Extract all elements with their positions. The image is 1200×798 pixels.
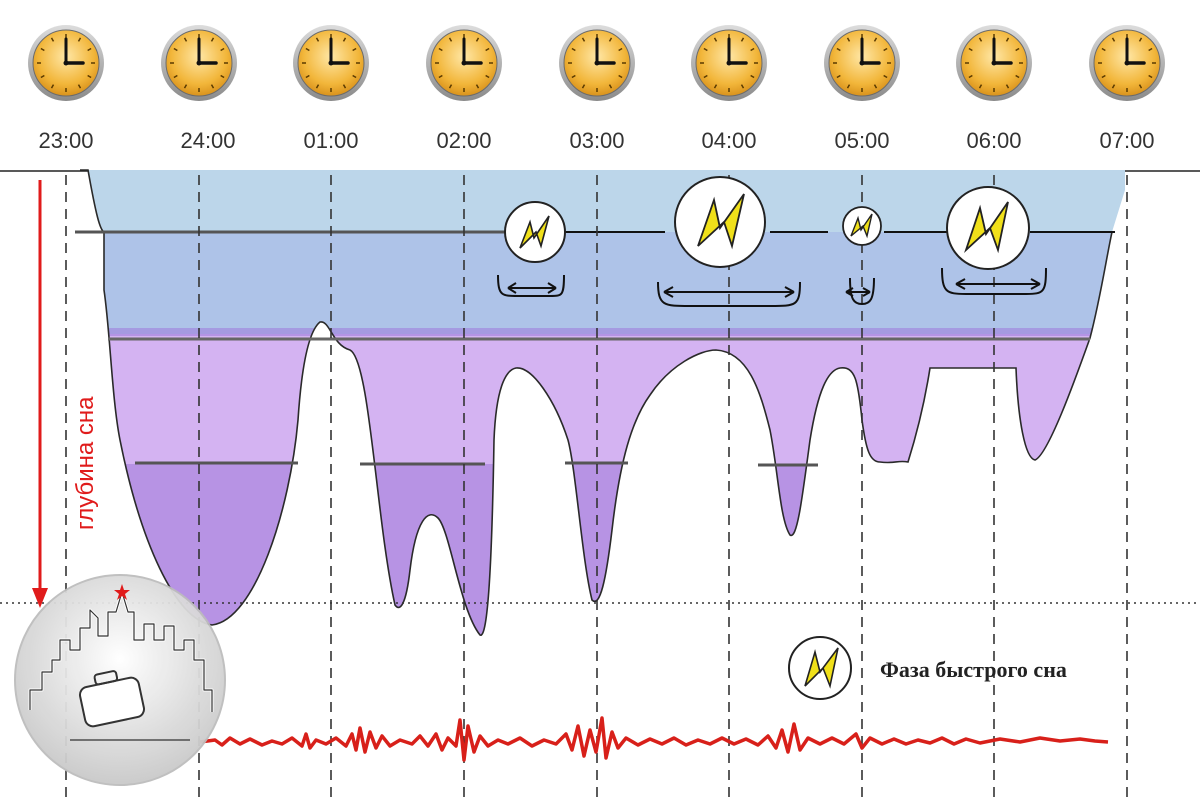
band-edge bbox=[80, 328, 1125, 336]
clock-icon bbox=[293, 25, 369, 101]
lightning-icon bbox=[804, 647, 839, 689]
site-logo bbox=[14, 574, 226, 786]
legend-label: Фаза быстрого сна bbox=[880, 657, 1067, 682]
clock-icon bbox=[559, 25, 635, 101]
brain-activity-line bbox=[199, 716, 1109, 762]
rem-marker-4 bbox=[946, 186, 1030, 270]
hour-gridlines bbox=[65, 175, 1128, 798]
clock-icon bbox=[956, 25, 1032, 101]
clock-icon bbox=[1089, 25, 1165, 101]
lightning-icon bbox=[850, 213, 873, 239]
legend-marker bbox=[788, 636, 852, 700]
sleep-depth-label: глубина сна bbox=[72, 396, 99, 530]
time-label: 02:00 bbox=[436, 128, 491, 153]
time-label: 04:00 bbox=[701, 128, 756, 153]
legend: Фаза быстрого сна bbox=[788, 636, 1067, 700]
rem-phase-markers bbox=[504, 176, 1030, 270]
lightning-icon bbox=[519, 215, 550, 249]
time-label: 23:00 bbox=[38, 128, 93, 153]
sleep-depth-arrow bbox=[32, 180, 48, 608]
lightning-icon bbox=[697, 193, 745, 250]
rem-marker-1 bbox=[504, 201, 566, 263]
time-label: 01:00 bbox=[303, 128, 358, 153]
clock-row bbox=[28, 25, 1165, 101]
rem-marker-2 bbox=[674, 176, 766, 268]
lightning-icon bbox=[964, 201, 1009, 254]
clock-icon bbox=[824, 25, 900, 101]
rem-duration-brackets bbox=[497, 267, 1047, 307]
clock-icon bbox=[161, 25, 237, 101]
time-axis: 23:00 24:00 01:00 02:00 03:00 04:00 05:0… bbox=[38, 128, 1154, 153]
deep-sleep-band bbox=[80, 334, 1125, 464]
time-label: 06:00 bbox=[966, 128, 1021, 153]
clock-icon bbox=[691, 25, 767, 101]
time-label: 05:00 bbox=[834, 128, 889, 153]
time-label: 24:00 bbox=[180, 128, 235, 153]
time-label: 07:00 bbox=[1099, 128, 1154, 153]
deepest-sleep-band bbox=[80, 464, 1125, 636]
star-icon bbox=[114, 584, 130, 600]
time-label: 03:00 bbox=[569, 128, 624, 153]
clock-icon bbox=[28, 25, 104, 101]
light-sleep-band bbox=[80, 232, 1125, 334]
clock-icon bbox=[426, 25, 502, 101]
hypnogram-outline bbox=[80, 169, 1113, 636]
rem-marker-3 bbox=[842, 206, 882, 246]
